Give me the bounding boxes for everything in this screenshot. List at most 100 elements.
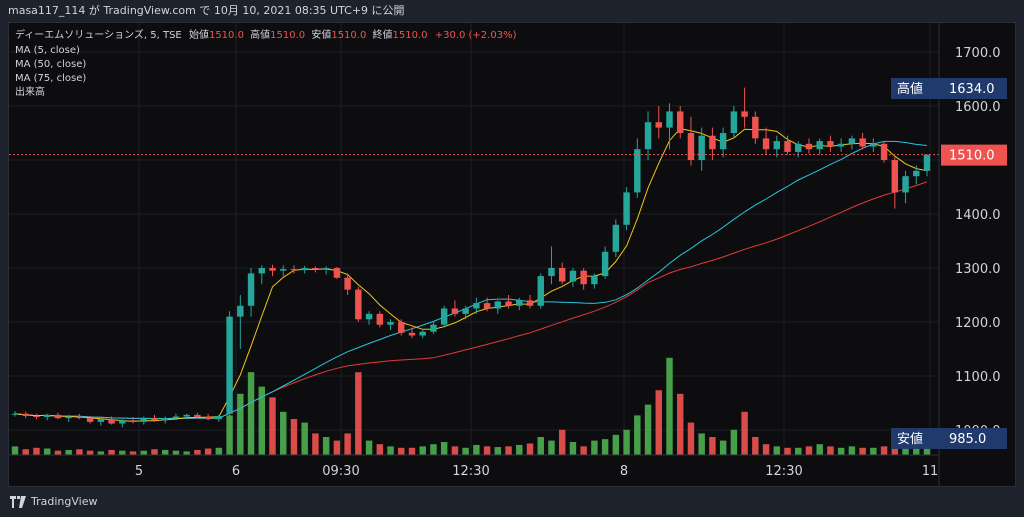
volume-bar — [709, 437, 716, 455]
candle-body — [430, 324, 437, 332]
volume-bar — [43, 448, 51, 455]
volume-bar — [473, 444, 480, 455]
volume-bar — [591, 440, 598, 455]
legend-ma75: MA (75, close) — [15, 73, 86, 84]
legend-close-value: 1510.0 — [393, 30, 428, 41]
price-axis[interactable]: 1700.01600.01500.01400.01300.01200.01100… — [955, 46, 1001, 439]
time-axis[interactable]: 5 6 09:30 12:30 8 12:30 11 — [135, 464, 938, 479]
legend-open-value: 1510.0 — [209, 30, 244, 41]
volume-bar — [859, 447, 866, 455]
volume-bar — [569, 442, 577, 455]
volume-bar — [376, 444, 384, 455]
candle-body — [558, 268, 566, 282]
candle-body — [11, 413, 19, 415]
volume-bar — [22, 449, 29, 455]
volume-bar — [526, 443, 534, 455]
footer-bar: TradingView — [0, 487, 1024, 517]
legend-ma50: MA (50, close) — [15, 59, 86, 70]
candle-body — [719, 133, 727, 150]
candle-body — [623, 192, 630, 225]
candle-body — [848, 138, 856, 144]
candle-body — [312, 268, 319, 270]
candle-body — [215, 415, 223, 420]
candle-body — [43, 414, 51, 418]
candle-body — [741, 111, 748, 117]
price-tick-label: 1400.0 — [955, 208, 1001, 223]
volume-bar — [280, 411, 287, 455]
volume-bar — [923, 446, 931, 455]
low-tag-value: 985.0 — [949, 432, 986, 447]
volume-bar — [161, 449, 169, 455]
candle-body — [344, 277, 351, 290]
price-chart[interactable]: 1700.01600.01500.01400.01300.01200.01100… — [9, 23, 1015, 486]
candle-body — [376, 313, 384, 325]
volume-bar — [494, 447, 502, 455]
volume-bar — [634, 415, 641, 455]
volume-bar — [516, 444, 523, 455]
candle-body — [108, 419, 115, 424]
volume-bar — [580, 446, 587, 455]
candle-body — [902, 176, 909, 193]
time-tick-label: 5 — [135, 464, 143, 479]
candle-body — [86, 418, 94, 422]
candle-body — [183, 414, 190, 417]
candle-body — [76, 416, 83, 419]
candle-body — [666, 111, 673, 128]
tradingview-logo[interactable]: TradingView — [10, 495, 97, 508]
candle-body — [408, 332, 416, 336]
last-tag-value: 1510.0 — [949, 149, 995, 164]
candle-body — [601, 251, 609, 277]
price-tick-label: 1600.0 — [955, 100, 1001, 115]
candle-body — [655, 122, 662, 128]
volume-bar — [419, 446, 426, 455]
volume-bar — [655, 390, 662, 455]
legend-high-value: 1510.0 — [270, 30, 305, 41]
candle-body — [473, 303, 480, 309]
candle-body — [548, 268, 555, 277]
volume-bar — [913, 444, 920, 455]
candle-body — [440, 308, 448, 325]
volume-bar — [623, 429, 630, 455]
legend-ohlc-row: ディーエムソリューションズ, 5, TSE 始値1510.0 高値1510.0 … — [15, 28, 517, 41]
volume-bar — [752, 437, 759, 455]
volume-bar — [430, 444, 437, 455]
volume-bar — [312, 433, 319, 455]
volume-bar — [194, 449, 201, 455]
volume-bar — [784, 447, 791, 455]
candle-body — [365, 313, 373, 320]
price-tick-label: 1100.0 — [955, 370, 1001, 385]
candle-body — [204, 417, 212, 420]
volume-bar — [86, 450, 94, 455]
volume-bar — [322, 437, 330, 455]
candle-body — [54, 414, 62, 419]
high-price-tag: 高値 1634.0 — [891, 78, 1007, 99]
candle-body — [355, 289, 362, 320]
volume-bar — [440, 442, 448, 455]
volume-bar — [226, 415, 233, 455]
candle-body — [773, 141, 781, 150]
candle-body — [537, 276, 544, 306]
candle-body — [247, 273, 255, 306]
tradingview-logo-icon — [10, 495, 26, 508]
time-tick-label: 12:30 — [452, 464, 489, 479]
volume-bar — [462, 447, 469, 455]
price-tick-label: 1300.0 — [955, 262, 1001, 277]
legend-open-label: 始値 — [189, 28, 209, 41]
candle-body — [762, 138, 770, 150]
candle-body — [913, 170, 920, 177]
volume-bar — [76, 449, 83, 455]
volume-bar — [290, 419, 298, 455]
volume-bar — [762, 444, 770, 455]
candle-body — [462, 308, 469, 314]
volume-bar — [119, 450, 126, 455]
legend-symbol: ディーエムソリューションズ, 5, TSE — [15, 28, 182, 41]
volume-bar — [258, 386, 265, 455]
price-tick-label: 1200.0 — [955, 316, 1001, 331]
candle-body — [516, 300, 523, 306]
volume-bar — [719, 440, 727, 455]
time-tick-label: 6 — [232, 464, 240, 479]
chart-panel[interactable]: 1700.01600.01500.01400.01300.01200.01100… — [8, 22, 1016, 487]
volume-bar — [33, 447, 40, 455]
candle-body — [290, 269, 298, 271]
volume-bar — [741, 411, 748, 455]
